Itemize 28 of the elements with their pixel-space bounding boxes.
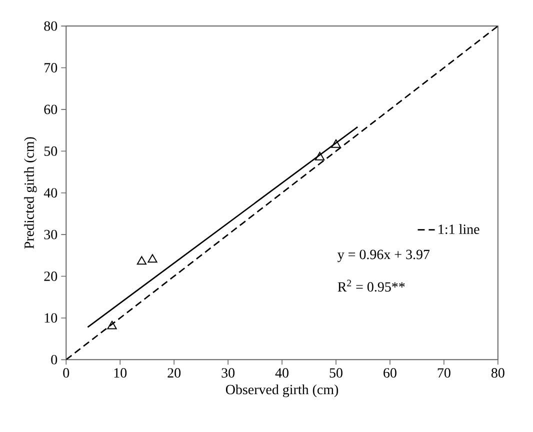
- x-tick-label: 0: [63, 368, 70, 378]
- annotation: R$^{2}$ = 0.95**: [338, 280, 405, 292]
- y-tick-label: 10: [44, 313, 58, 323]
- x-tick-label: 80: [491, 368, 504, 378]
- y-tick-label: 60: [44, 104, 58, 114]
- y-tick-label: 70: [44, 63, 58, 73]
- x-tick-label: 20: [168, 368, 181, 378]
- x-tick-label: 10: [114, 368, 127, 378]
- point: [314, 152, 325, 160]
- annotation: y = 0.96x + 3.97: [338, 250, 430, 262]
- point: [136, 256, 147, 265]
- y-tick-label: 30: [44, 230, 58, 240]
- y-tick-label: 80: [44, 21, 58, 31]
- point: [107, 320, 117, 330]
- x-tick-label: 30: [222, 368, 234, 378]
- point: [148, 254, 158, 263]
- point: [331, 140, 341, 148]
- x-tick-label: 40: [275, 368, 288, 378]
- y-tick-label: 20: [44, 272, 58, 282]
- y-tick-label: 50: [44, 146, 58, 156]
- y-tick-label: 0: [51, 355, 58, 364]
- y-axis-title: Predicted girth (cm): [24, 137, 37, 249]
- x-tick-label: 60: [384, 368, 396, 378]
- legend-label: 1:1 line: [438, 224, 480, 234]
- x-tick-label: 50: [330, 368, 342, 378]
- y-tick-label: 40: [44, 188, 58, 198]
- x-axis-title: Observed girth (cm): [226, 384, 338, 398]
- x-tick-label: 70: [438, 368, 450, 378]
